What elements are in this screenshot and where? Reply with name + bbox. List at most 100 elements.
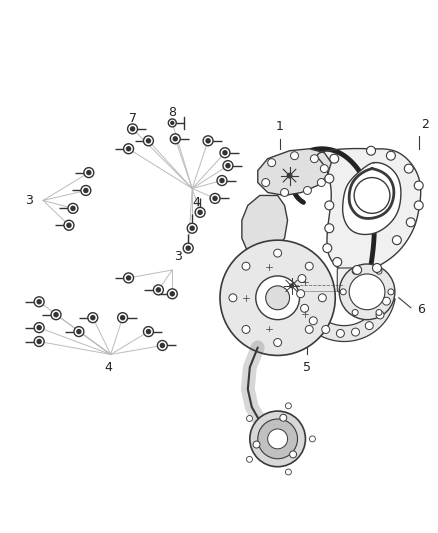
- Circle shape: [34, 297, 44, 307]
- Circle shape: [170, 291, 175, 296]
- Circle shape: [53, 312, 59, 318]
- Circle shape: [242, 262, 250, 270]
- Circle shape: [195, 207, 205, 217]
- Circle shape: [203, 136, 213, 146]
- Circle shape: [168, 119, 176, 127]
- Circle shape: [325, 201, 334, 210]
- Circle shape: [190, 225, 195, 231]
- Circle shape: [281, 189, 289, 197]
- Text: 8: 8: [168, 107, 177, 119]
- Circle shape: [183, 243, 193, 253]
- Circle shape: [392, 236, 401, 245]
- Circle shape: [298, 274, 306, 282]
- Circle shape: [367, 146, 375, 155]
- Circle shape: [339, 264, 395, 320]
- Circle shape: [120, 315, 125, 320]
- Circle shape: [414, 201, 423, 210]
- Circle shape: [268, 159, 276, 167]
- Circle shape: [289, 284, 294, 288]
- Bar: [230, 278, 260, 288]
- Circle shape: [144, 327, 153, 336]
- Circle shape: [286, 173, 293, 179]
- Circle shape: [64, 220, 74, 230]
- Circle shape: [130, 126, 135, 132]
- Circle shape: [205, 138, 211, 143]
- Circle shape: [309, 436, 315, 442]
- Circle shape: [286, 469, 291, 475]
- Circle shape: [242, 326, 250, 334]
- Circle shape: [258, 419, 297, 459]
- Circle shape: [229, 294, 237, 302]
- Circle shape: [318, 294, 326, 302]
- Text: 1: 1: [276, 120, 283, 133]
- Circle shape: [352, 310, 358, 316]
- Text: 4: 4: [105, 361, 113, 374]
- Circle shape: [86, 170, 92, 175]
- Circle shape: [36, 339, 42, 344]
- Circle shape: [144, 136, 153, 146]
- Circle shape: [126, 275, 131, 281]
- Text: 4: 4: [192, 196, 200, 209]
- Circle shape: [376, 311, 384, 319]
- Circle shape: [36, 325, 42, 330]
- Circle shape: [90, 315, 95, 320]
- Circle shape: [388, 289, 394, 295]
- Circle shape: [210, 193, 220, 204]
- Circle shape: [322, 326, 330, 334]
- Circle shape: [167, 289, 177, 299]
- Circle shape: [127, 124, 138, 134]
- Circle shape: [373, 263, 381, 272]
- Circle shape: [274, 249, 282, 257]
- Circle shape: [309, 317, 317, 325]
- Circle shape: [318, 179, 325, 187]
- Circle shape: [51, 310, 61, 320]
- Circle shape: [305, 262, 313, 270]
- Circle shape: [76, 329, 81, 334]
- Text: 7: 7: [128, 112, 137, 125]
- Circle shape: [268, 429, 288, 449]
- Circle shape: [336, 329, 344, 337]
- Text: 3: 3: [174, 249, 182, 263]
- Circle shape: [354, 177, 390, 213]
- Circle shape: [185, 245, 191, 251]
- Circle shape: [323, 244, 332, 253]
- Circle shape: [187, 223, 197, 233]
- Circle shape: [223, 160, 233, 171]
- Circle shape: [333, 257, 342, 266]
- Circle shape: [220, 148, 230, 158]
- Circle shape: [352, 268, 358, 274]
- Circle shape: [83, 188, 88, 193]
- Circle shape: [325, 174, 334, 183]
- Circle shape: [305, 326, 313, 334]
- Circle shape: [290, 451, 297, 458]
- Circle shape: [66, 223, 72, 228]
- Circle shape: [274, 338, 282, 346]
- Circle shape: [340, 289, 346, 295]
- Circle shape: [219, 178, 225, 183]
- Circle shape: [280, 414, 287, 421]
- Circle shape: [170, 134, 180, 144]
- Polygon shape: [343, 163, 401, 235]
- Circle shape: [34, 336, 44, 346]
- Circle shape: [68, 204, 78, 213]
- Circle shape: [126, 146, 131, 151]
- Circle shape: [220, 240, 335, 356]
- Circle shape: [330, 154, 339, 163]
- Polygon shape: [242, 196, 288, 258]
- Circle shape: [124, 144, 134, 154]
- Circle shape: [297, 290, 304, 297]
- Circle shape: [170, 121, 174, 125]
- Circle shape: [222, 150, 228, 156]
- Circle shape: [36, 299, 42, 304]
- Polygon shape: [293, 272, 395, 342]
- FancyBboxPatch shape: [337, 268, 371, 292]
- Circle shape: [159, 343, 165, 348]
- Text: 6: 6: [417, 303, 424, 316]
- Circle shape: [81, 185, 91, 196]
- Circle shape: [217, 175, 227, 185]
- Circle shape: [118, 313, 127, 322]
- Text: 3: 3: [25, 194, 33, 207]
- Circle shape: [262, 179, 270, 187]
- Circle shape: [290, 152, 298, 160]
- Circle shape: [414, 181, 423, 190]
